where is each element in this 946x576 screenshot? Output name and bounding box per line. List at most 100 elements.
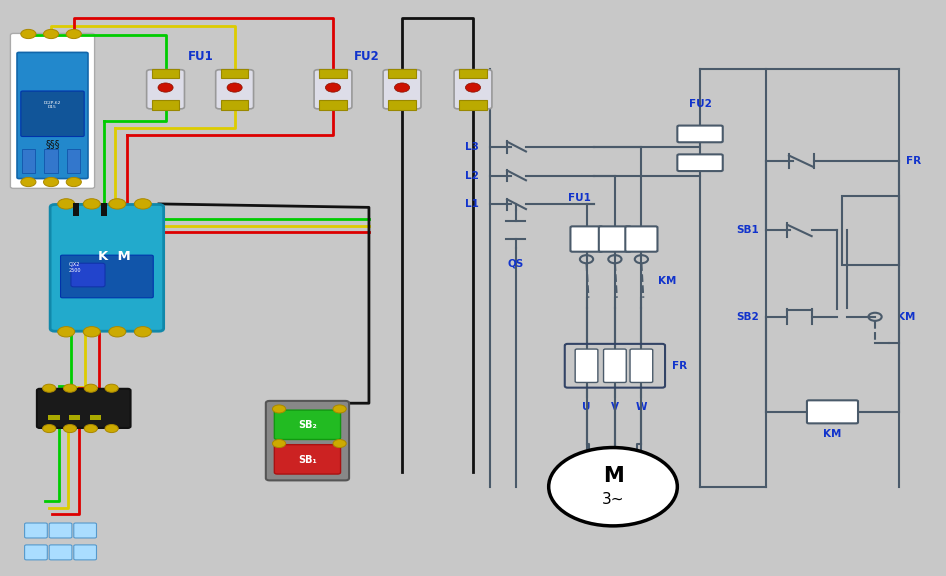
Circle shape	[83, 199, 100, 209]
Bar	[67, 149, 80, 173]
Text: CJX2
2500: CJX2 2500	[69, 263, 81, 273]
Bar	[152, 100, 179, 109]
FancyBboxPatch shape	[625, 226, 657, 252]
FancyBboxPatch shape	[49, 545, 72, 560]
FancyBboxPatch shape	[61, 255, 153, 298]
Bar	[320, 69, 346, 78]
FancyBboxPatch shape	[630, 349, 653, 382]
Circle shape	[63, 425, 77, 433]
Bar	[320, 100, 346, 109]
Circle shape	[83, 327, 100, 337]
Circle shape	[84, 384, 97, 392]
Text: W: W	[636, 402, 647, 412]
FancyBboxPatch shape	[454, 70, 492, 109]
FancyBboxPatch shape	[216, 70, 254, 109]
Bar	[460, 69, 486, 78]
Bar	[389, 100, 415, 109]
Circle shape	[227, 83, 242, 92]
Circle shape	[63, 384, 77, 392]
Bar	[842, 196, 899, 265]
Text: 3~: 3~	[602, 492, 624, 507]
FancyBboxPatch shape	[50, 204, 164, 331]
Text: L2: L2	[464, 170, 479, 181]
Text: L3: L3	[464, 142, 479, 152]
Text: FU1: FU1	[568, 194, 590, 203]
Bar	[90, 415, 101, 420]
Bar	[221, 69, 248, 78]
Text: KM: KM	[658, 276, 676, 286]
FancyBboxPatch shape	[49, 523, 72, 538]
Bar	[101, 203, 107, 216]
Circle shape	[333, 405, 346, 413]
Bar	[48, 415, 60, 420]
Circle shape	[105, 384, 118, 392]
Circle shape	[43, 425, 56, 433]
Text: SB₁: SB₁	[298, 454, 317, 465]
Text: SB1: SB1	[736, 225, 759, 236]
Text: FR: FR	[672, 361, 687, 371]
Text: M: M	[603, 467, 623, 486]
FancyBboxPatch shape	[21, 91, 84, 137]
Circle shape	[333, 439, 346, 448]
FancyBboxPatch shape	[599, 226, 631, 252]
FancyBboxPatch shape	[266, 401, 349, 480]
FancyBboxPatch shape	[147, 70, 184, 109]
Text: QS: QS	[507, 258, 524, 268]
Bar	[389, 69, 415, 78]
FancyBboxPatch shape	[74, 523, 96, 538]
Circle shape	[272, 405, 286, 413]
Text: L1: L1	[464, 199, 479, 210]
Text: U: U	[583, 402, 590, 412]
Bar	[22, 149, 35, 173]
Circle shape	[21, 29, 36, 39]
FancyBboxPatch shape	[677, 154, 723, 171]
Bar	[221, 100, 248, 109]
Circle shape	[44, 29, 59, 39]
Circle shape	[134, 327, 151, 337]
Circle shape	[549, 448, 677, 526]
Text: KM: KM	[823, 429, 842, 439]
FancyBboxPatch shape	[25, 545, 47, 560]
Circle shape	[109, 199, 126, 209]
Text: §§§: §§§	[45, 139, 60, 149]
Circle shape	[105, 425, 118, 433]
Bar	[73, 203, 79, 216]
Bar	[152, 69, 179, 78]
Text: SB₂: SB₂	[298, 420, 317, 430]
FancyBboxPatch shape	[570, 226, 603, 252]
Circle shape	[109, 327, 126, 337]
Text: FU2: FU2	[354, 50, 380, 63]
Text: K  M: K M	[98, 250, 131, 263]
Text: FU2: FU2	[689, 100, 711, 109]
Circle shape	[394, 83, 410, 92]
FancyBboxPatch shape	[74, 545, 96, 560]
Text: KM: KM	[897, 312, 915, 322]
FancyBboxPatch shape	[604, 349, 626, 382]
FancyBboxPatch shape	[677, 126, 723, 142]
FancyBboxPatch shape	[575, 349, 598, 382]
FancyBboxPatch shape	[274, 445, 341, 474]
Circle shape	[21, 177, 36, 187]
Text: D(2P-62
D15: D(2P-62 D15	[44, 101, 61, 109]
Text: SB2: SB2	[736, 312, 759, 322]
FancyBboxPatch shape	[17, 52, 88, 179]
Circle shape	[66, 29, 81, 39]
FancyBboxPatch shape	[314, 70, 352, 109]
Circle shape	[43, 384, 56, 392]
FancyBboxPatch shape	[37, 389, 131, 428]
Circle shape	[84, 425, 97, 433]
FancyBboxPatch shape	[71, 263, 105, 287]
Bar	[460, 100, 486, 109]
FancyBboxPatch shape	[807, 400, 858, 423]
Text: FU1: FU1	[187, 50, 214, 63]
Circle shape	[66, 177, 81, 187]
Bar	[44, 149, 58, 173]
Text: FR: FR	[906, 156, 921, 166]
FancyBboxPatch shape	[10, 33, 95, 188]
Circle shape	[58, 199, 75, 209]
Text: CHNT: CHNT	[43, 42, 62, 47]
FancyBboxPatch shape	[274, 410, 341, 439]
Circle shape	[272, 439, 286, 448]
FancyBboxPatch shape	[383, 70, 421, 109]
Text: V: V	[611, 402, 619, 412]
